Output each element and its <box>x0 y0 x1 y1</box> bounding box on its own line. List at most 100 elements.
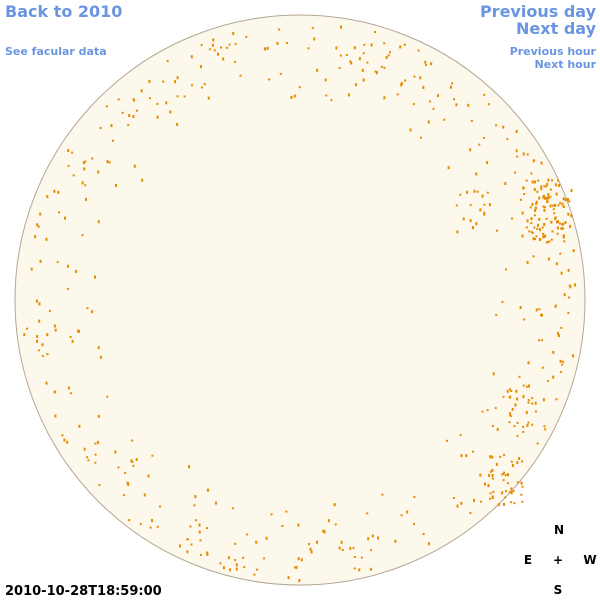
facula <box>277 28 280 31</box>
facula <box>115 183 118 187</box>
facula <box>505 268 507 271</box>
facula <box>353 567 356 570</box>
facula <box>45 237 48 241</box>
facula <box>510 487 513 491</box>
facula <box>491 468 494 472</box>
facula <box>562 360 565 363</box>
facula <box>569 285 572 289</box>
facula <box>549 188 552 191</box>
facula <box>375 71 378 75</box>
facula <box>297 557 300 561</box>
facula <box>570 214 573 218</box>
facula <box>130 459 133 463</box>
facula <box>563 240 566 243</box>
facula <box>451 82 454 85</box>
facula <box>229 568 231 572</box>
facula <box>469 219 472 223</box>
facula <box>219 562 222 565</box>
facula <box>510 491 513 495</box>
facula <box>232 32 235 35</box>
facula <box>140 89 143 93</box>
facula <box>36 299 38 303</box>
facula <box>71 151 74 154</box>
facula <box>481 194 484 198</box>
facula <box>557 331 560 335</box>
facula <box>345 54 348 56</box>
facula <box>36 223 39 227</box>
facula <box>420 136 422 139</box>
facula <box>495 462 498 466</box>
facula <box>502 125 505 129</box>
facula <box>508 413 511 416</box>
facula <box>135 458 138 461</box>
facula <box>496 229 498 232</box>
previous-hour-link[interactable]: Previous hour <box>510 45 597 58</box>
facula <box>478 143 481 146</box>
facula <box>443 118 446 121</box>
facula <box>510 390 513 392</box>
facula <box>460 501 463 505</box>
facula <box>530 231 533 234</box>
facula <box>531 180 534 184</box>
facula <box>486 161 489 165</box>
facula <box>497 503 500 507</box>
next-hour-link[interactable]: Next hour <box>535 58 597 71</box>
facula <box>562 205 565 208</box>
facula <box>543 196 546 200</box>
facula <box>396 93 399 96</box>
facula <box>545 185 548 188</box>
facula <box>554 304 557 307</box>
facula <box>281 525 284 527</box>
facula <box>558 183 561 187</box>
next-day-link[interactable]: Next day <box>516 19 597 38</box>
facula <box>313 37 316 41</box>
facula <box>561 363 564 366</box>
facula <box>522 430 525 433</box>
facula <box>85 197 87 201</box>
facula <box>199 539 202 542</box>
previous-day-link[interactable]: Previous day <box>480 2 597 21</box>
facula <box>82 161 85 165</box>
facula <box>54 414 57 418</box>
facula <box>427 120 430 124</box>
facula <box>94 461 97 464</box>
facula <box>349 546 352 550</box>
facula <box>94 453 97 456</box>
facula <box>559 371 562 373</box>
facula <box>198 523 201 527</box>
facula <box>124 472 127 475</box>
facular-link[interactable]: See facular data <box>5 45 107 58</box>
facula <box>131 439 134 442</box>
facula <box>520 493 523 496</box>
facula <box>538 339 540 342</box>
facula <box>105 105 108 108</box>
facula <box>509 388 512 391</box>
facula <box>234 542 237 545</box>
facula <box>484 482 486 486</box>
facula <box>422 533 425 535</box>
facula <box>200 44 203 47</box>
facula <box>515 389 518 393</box>
facula <box>23 333 26 337</box>
facula <box>285 510 288 513</box>
facula <box>228 43 231 46</box>
facula <box>149 526 152 529</box>
facula <box>212 38 215 42</box>
facula <box>455 103 458 107</box>
facula <box>541 339 543 342</box>
facula <box>308 543 310 545</box>
facula <box>366 61 369 64</box>
facula <box>39 212 42 216</box>
facula <box>491 495 494 498</box>
back-link[interactable]: Back to 2010 <box>5 2 122 21</box>
facula <box>37 225 40 228</box>
facula <box>567 268 570 272</box>
facula <box>546 182 549 186</box>
facula <box>455 204 458 207</box>
facula <box>567 212 570 216</box>
facula <box>211 43 214 47</box>
facula <box>425 64 427 67</box>
facula <box>559 222 562 225</box>
facula <box>520 198 522 201</box>
